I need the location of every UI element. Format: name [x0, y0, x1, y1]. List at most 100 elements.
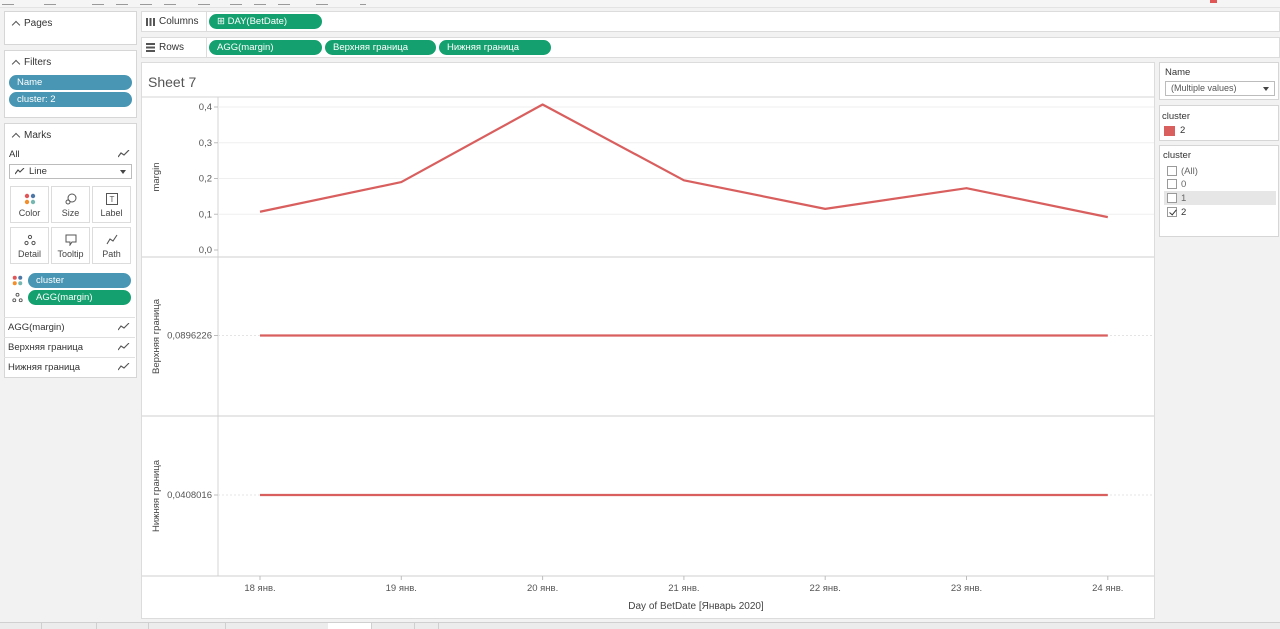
toolbar-fit-icon[interactable]: [278, 0, 290, 5]
y-tick-label: 0,0: [199, 245, 212, 256]
collapse-caret-icon: [11, 132, 21, 142]
line-mark-icon: [118, 323, 130, 331]
marks-title[interactable]: Marks: [11, 130, 52, 142]
cluster-option-1[interactable]: 1: [1164, 191, 1276, 205]
checkbox[interactable]: [1167, 179, 1177, 189]
cluster-legend-item[interactable]: 2: [1164, 125, 1185, 136]
sheet-tab[interactable]: [415, 623, 439, 629]
mark-type-dropdown[interactable]: Line: [9, 164, 132, 179]
line-chart[interactable]: 0,4 0,3 0,2 0,1 0,0 margin Верхняя граница Нижн…: [142, 63, 1154, 618]
marks-section-agg-margin[interactable]: AGG(margin): [4, 317, 135, 336]
toolbar-show-me-icon[interactable]: [1210, 0, 1217, 3]
tooltip-button[interactable]: Tooltip: [51, 227, 90, 264]
toolbar-group-icon[interactable]: [230, 0, 242, 5]
x-tick-label: 24 янв.: [1092, 583, 1123, 594]
filters-title[interactable]: Filters: [11, 57, 51, 69]
toolbar-highlight-icon[interactable]: [198, 0, 210, 5]
filters-card: Filters Name cluster: 2: [4, 50, 137, 118]
filter-pill-name[interactable]: Name: [9, 75, 132, 90]
cluster-option-all[interactable]: (All): [1164, 164, 1276, 178]
cluster-filter-title: cluster: [1163, 150, 1191, 161]
mark-type-value: Line: [29, 166, 47, 177]
toolbar-swap-icon[interactable]: [140, 0, 152, 5]
name-filter-value: (Multiple values): [1171, 83, 1237, 93]
name-filter-title: Name: [1165, 67, 1191, 78]
toolbar-redo-icon[interactable]: [116, 0, 128, 5]
toolbar-label-icon[interactable]: [254, 0, 266, 5]
top-toolbar: [0, 0, 1280, 8]
rows-pill-agg-margin[interactable]: AGG(margin): [209, 40, 322, 55]
marks-title-text: Marks: [24, 130, 52, 141]
sheet-tab[interactable]: [42, 623, 97, 629]
columns-shelf[interactable]: Columns ⊞ DAY(BetDate): [141, 11, 1280, 32]
toolbar-save-icon[interactable]: [44, 0, 56, 5]
y-axis-title: Нижняя граница: [151, 459, 162, 532]
cluster-filter-card: cluster (All) 0 1 2: [1159, 145, 1279, 237]
marks-all-label[interactable]: All: [9, 149, 20, 160]
tooltip-button-label: Tooltip: [57, 249, 84, 259]
marks-section-upper[interactable]: Верхняя граница: [4, 337, 135, 356]
x-tick-label: 22 янв.: [810, 583, 841, 594]
line-mark-icon: [118, 150, 130, 158]
size-button[interactable]: Size: [51, 186, 90, 223]
marks-section-label: Верхняя граница: [8, 342, 84, 353]
x-tick-label: 18 янв.: [244, 583, 275, 594]
sheet-tab[interactable]: [97, 623, 149, 629]
rows-pill-lower[interactable]: Нижняя граница: [439, 40, 551, 55]
checkbox[interactable]: [1167, 207, 1177, 217]
y-tick-label: 0,3: [199, 138, 212, 149]
pages-title[interactable]: Pages: [11, 18, 52, 30]
columns-pill-day-betdate[interactable]: ⊞ DAY(BetDate): [209, 14, 322, 29]
y-tick-label: 0,4: [199, 102, 212, 113]
toolbar-chart-icon[interactable]: [316, 0, 328, 5]
toolbar-sort-icon[interactable]: [164, 0, 176, 5]
option-label: 0: [1181, 178, 1187, 190]
marks-section-lower[interactable]: Нижняя граница: [4, 357, 135, 376]
collapse-caret-icon: [11, 20, 21, 30]
toolbar-new-icon[interactable]: [2, 0, 14, 5]
sheet-tabs-bar: [0, 622, 1280, 629]
rows-shelf[interactable]: Rows AGG(margin) Верхняя граница Нижняя …: [141, 37, 1280, 58]
marks-section-label: Нижняя граница: [8, 362, 81, 373]
columns-icon: [146, 18, 155, 26]
filter-pill-cluster[interactable]: cluster: 2: [9, 92, 132, 107]
series-line-margin: [259, 103, 1109, 219]
marks-field-agg-margin[interactable]: AGG(margin): [28, 290, 131, 305]
detail-button[interactable]: Detail: [10, 227, 49, 264]
color-button[interactable]: Color: [10, 186, 49, 223]
checkbox[interactable]: [1167, 166, 1177, 176]
cluster-color-legend: cluster 2: [1159, 105, 1279, 141]
svg-text:T: T: [109, 195, 114, 204]
marks-field-cluster[interactable]: cluster: [28, 273, 131, 288]
sheet-tab[interactable]: [149, 623, 226, 629]
marks-section-label: AGG(margin): [8, 322, 65, 333]
toolbar-undo-icon[interactable]: [92, 0, 104, 5]
label-button-label: Label: [100, 208, 123, 218]
sheet-tab[interactable]: [395, 623, 415, 629]
line-mark-icon: [118, 343, 130, 351]
rows-pill-upper[interactable]: Верхняя граница: [325, 40, 436, 55]
chevron-down-icon: [1263, 87, 1269, 91]
option-label: (All): [1181, 165, 1198, 177]
sheet-tab-active[interactable]: [328, 623, 372, 629]
y-axis-title: Верхняя граница: [151, 298, 162, 374]
cluster-legend-title: cluster: [1162, 111, 1190, 122]
x-tick-label: 23 янв.: [951, 583, 982, 594]
y-axis-title: margin: [151, 162, 162, 191]
label-button[interactable]: T Label: [92, 186, 131, 223]
name-filter-dropdown[interactable]: (Multiple values): [1165, 81, 1275, 96]
cluster-option-0[interactable]: 0: [1164, 177, 1276, 191]
sheet-tab[interactable]: [0, 623, 42, 629]
x-axis-title: Day of BetDate [Январь 2020]: [628, 601, 764, 612]
toolbar-dropdown-icon[interactable]: [360, 0, 366, 5]
detail-dots-icon: [12, 292, 23, 303]
shelf-divider: [206, 38, 207, 57]
columns-label: Columns: [146, 16, 198, 27]
line-mark-icon: [15, 168, 25, 175]
path-button[interactable]: Path: [92, 227, 131, 264]
cluster-option-2[interactable]: 2: [1164, 205, 1276, 219]
checkbox[interactable]: [1167, 193, 1177, 203]
path-icon: [106, 234, 117, 245]
detail-dots-icon: [23, 234, 36, 246]
rows-icon: [146, 43, 155, 52]
